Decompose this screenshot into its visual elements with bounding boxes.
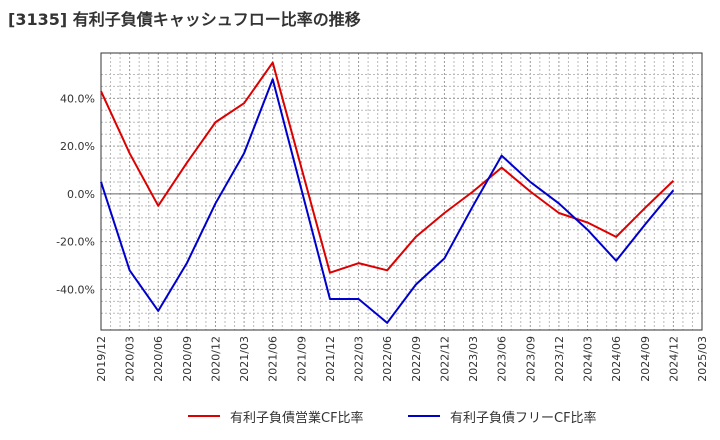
axes bbox=[100, 52, 703, 331]
legend-swatch-red bbox=[188, 415, 220, 417]
y-tick-label: 20.0% bbox=[60, 140, 95, 153]
x-tick-label: 2023/03 bbox=[467, 336, 480, 382]
x-tick-label: 2022/03 bbox=[353, 336, 366, 382]
series-line-1 bbox=[100, 78, 675, 324]
x-tick-label: 2019/12 bbox=[95, 336, 108, 382]
x-tick-label: 2021/12 bbox=[324, 336, 337, 382]
legend-swatch-blue bbox=[408, 415, 440, 417]
x-tick-label: 2022/12 bbox=[438, 336, 451, 382]
y-tick-label: 0.0% bbox=[67, 188, 95, 201]
x-tick-label: 2023/09 bbox=[524, 336, 537, 382]
series-line-0 bbox=[100, 61, 675, 274]
x-tick-label: 2023/06 bbox=[496, 336, 509, 382]
y-tick-label: 40.0% bbox=[60, 92, 95, 105]
grid-lines bbox=[100, 53, 703, 330]
x-tick-label: 2021/03 bbox=[238, 336, 251, 382]
legend-label: 有利子負債営業CF比率 bbox=[230, 410, 364, 426]
series-lines bbox=[100, 61, 675, 324]
legend-item-free-cf: 有利子負債フリーCF比率 bbox=[408, 404, 597, 428]
x-tick-label: 2024/03 bbox=[582, 336, 595, 382]
x-tick-label: 2024/09 bbox=[639, 336, 652, 382]
y-axis-tick-labels: 40.0% 20.0% 0.0% -20.0% -40.0% bbox=[56, 92, 95, 296]
x-tick-label: 2024/12 bbox=[667, 336, 680, 382]
x-tick-label: 2022/06 bbox=[381, 336, 394, 382]
x-tick-label: 2020/03 bbox=[124, 336, 137, 382]
legend-label: 有利子負債フリーCF比率 bbox=[450, 410, 597, 426]
x-tick-label: 2022/09 bbox=[410, 336, 423, 382]
legend-item-operating-cf: 有利子負債営業CF比率 bbox=[188, 404, 364, 428]
x-tick-label: 2021/09 bbox=[295, 336, 308, 382]
y-tick-label: -40.0% bbox=[56, 283, 95, 296]
x-tick-label: 2025/03 bbox=[696, 336, 709, 382]
x-tick-label: 2020/06 bbox=[152, 336, 165, 382]
chart-title: [3135] 有利子負債キャッシュフロー比率の推移 bbox=[8, 10, 361, 29]
x-tick-label: 2020/12 bbox=[209, 336, 222, 382]
legend: 有利子負債営業CF比率 有利子負債フリーCF比率 bbox=[0, 404, 720, 428]
x-tick-label: 2020/09 bbox=[181, 336, 194, 382]
plot-area-border bbox=[100, 52, 703, 331]
x-tick-label: 2023/12 bbox=[553, 336, 566, 382]
x-tick-label: 2024/06 bbox=[610, 336, 623, 382]
x-tick-label: 2021/06 bbox=[267, 336, 280, 382]
x-axis-tick-labels: 2019/12 2020/03 2020/06 2020/09 2020/12 2021/… bbox=[95, 336, 709, 382]
y-tick-label: -20.0% bbox=[56, 236, 95, 249]
